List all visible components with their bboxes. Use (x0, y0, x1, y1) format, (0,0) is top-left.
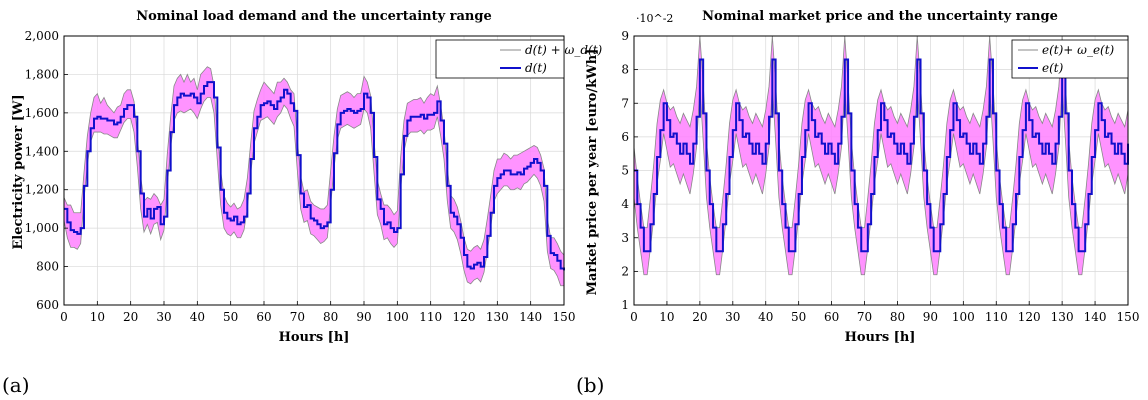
chart-a-axes (63, 35, 565, 306)
chart-b-y-tick-label: 3 (621, 231, 629, 245)
chart-a-y-tick-label: 2,000 (25, 29, 59, 43)
chart-a-x-tick-label: 40 (190, 310, 205, 324)
chart-a-x-tick-label: 70 (290, 310, 305, 324)
chart-a-y-ticks: 600 800 1,000 1,200 1,400 1,600 1,800 2,000 (25, 29, 68, 312)
chart-a-band-area (64, 66, 564, 286)
chart-b-x-tick-label: 100 (952, 310, 975, 324)
chart-b-y-tick-label: 9 (621, 29, 629, 43)
chart-b-title: Nominal market price and the uncertainty… (702, 9, 1058, 24)
chart-a-x-tick-label: 0 (60, 310, 68, 324)
chart-a-legend-band: d(t) + ω_d(t) (525, 43, 603, 57)
chart-a-x-tick-label: 20 (123, 310, 138, 324)
chart-b-x-tick-label: 10 (659, 310, 674, 324)
chart-a-x-tick-label: 10 (90, 310, 105, 324)
chart-b-nominal-line (634, 58, 1129, 253)
chart-a-x-tick-label: 50 (223, 310, 238, 324)
chart-b-y-exponent: ·10^-2 (636, 12, 673, 25)
chart-a-x-tick-label: 120 (453, 310, 476, 324)
chart-b-x-tick-label: 60 (824, 310, 839, 324)
chart-b-y-tick-label: 6 (621, 130, 629, 144)
chart-b-x-tick-label: 130 (1051, 310, 1074, 324)
chart-b-x-tick-label: 150 (1117, 310, 1140, 324)
chart-a-nominal-step (64, 81, 565, 271)
chart-b-legend-nominal: e(t) (1042, 61, 1064, 75)
chart-a-x-tick-label: 100 (386, 310, 409, 324)
chart-b-x-tick-label: 70 (857, 310, 872, 324)
chart-a-panel-label: (a) (2, 373, 30, 397)
chart-b-legend-band: e(t)+ ω_e(t) (1042, 43, 1115, 57)
chart-a-frame (63, 35, 565, 306)
chart-b-nominal-step (634, 58, 1129, 253)
chart-a-y-tick-label: 1,400 (25, 144, 59, 158)
chart-b-y-tick-label: 7 (621, 96, 629, 110)
chart-a-x-tick-label: 150 (553, 310, 576, 324)
chart-b-x-tick-label: 80 (890, 310, 905, 324)
chart-b-x-tick-label: 50 (791, 310, 806, 324)
chart-a-band-upper-edge (63, 66, 565, 256)
chart-a-x-tick-label: 60 (256, 310, 271, 324)
chart-a-legend: d(t) + ω_d(t) d(t) (435, 39, 603, 79)
chart-b-band-lower-edge (633, 86, 1129, 276)
chart-b-x-tick-label: 120 (1018, 310, 1041, 324)
chart-a-y-tick-label: 1,800 (25, 67, 59, 81)
chart-a-band-lower-edge (63, 97, 564, 287)
chart-b-y-tick-label: 2 (621, 264, 629, 278)
chart-a-x-tick-label: 140 (519, 310, 542, 324)
chart-a-x-tick-label: 30 (156, 310, 171, 324)
chart-a-x-axis-label: Hours [h] (279, 330, 350, 345)
chart-a-x-tick-label: 110 (419, 310, 442, 324)
chart-b-x-tick-label: 110 (985, 310, 1008, 324)
chart-a-y-tick-label: 1,000 (25, 221, 59, 235)
chart-a-uncertainty-band (63, 66, 565, 287)
chart-b-y-tick-label: 1 (621, 298, 629, 312)
chart-load-demand: Nominal load demand and the uncertainty … (2, 9, 603, 397)
chart-b-x-axis-label: Hours [h] (845, 330, 916, 345)
chart-b-x-tick-label: 40 (758, 310, 773, 324)
chart-b-x-ticks: 0 10 20 30 40 50 60 70 80 90 100 110 120 130 140 150 (630, 301, 1139, 324)
chart-a-x-tick-label: 130 (486, 310, 509, 324)
chart-a-y-tick-label: 1,600 (25, 106, 59, 120)
chart-a-y-tick-label: 1,200 (25, 183, 59, 197)
chart-b-y-tick-label: 8 (621, 63, 629, 77)
chart-a-title: Nominal load demand and the uncertainty … (136, 9, 492, 24)
chart-b-y-tick-label: 4 (621, 197, 629, 211)
chart-a-y-tick-label: 600 (36, 298, 59, 312)
chart-a-x-tick-label: 80 (323, 310, 338, 324)
chart-b-panel-label: (b) (576, 373, 604, 397)
chart-a-y-axis-label: Electricity power [W] (11, 94, 26, 249)
chart-b-x-tick-label: 20 (692, 310, 707, 324)
chart-a-nominal-line (64, 81, 565, 271)
chart-a-y-tick-label: 800 (36, 260, 59, 274)
chart-b-legend: e(t)+ ω_e(t) e(t) (1011, 39, 1129, 79)
chart-b-x-tick-label: 30 (725, 310, 740, 324)
chart-b-y-tick-label: 5 (621, 164, 629, 178)
chart-a-x-tick-label: 90 (356, 310, 371, 324)
chart-b-x-tick-label: 0 (630, 310, 638, 324)
chart-b-y-axis-label: Market price per year [euro/kWh] (585, 49, 600, 296)
chart-a-legend-nominal: d(t) (525, 61, 547, 75)
chart-b-y-ticks: 1 2 3 4 5 6 7 8 9 (621, 29, 638, 312)
chart-b-x-tick-label: 90 (923, 310, 938, 324)
chart-a-x-ticks: 0 10 20 30 40 50 60 70 80 90 100 110 120 130 140 150 (60, 301, 575, 324)
chart-b-x-tick-label: 140 (1084, 310, 1107, 324)
chart-market-price: Nominal market price and the uncertainty… (576, 9, 1139, 397)
